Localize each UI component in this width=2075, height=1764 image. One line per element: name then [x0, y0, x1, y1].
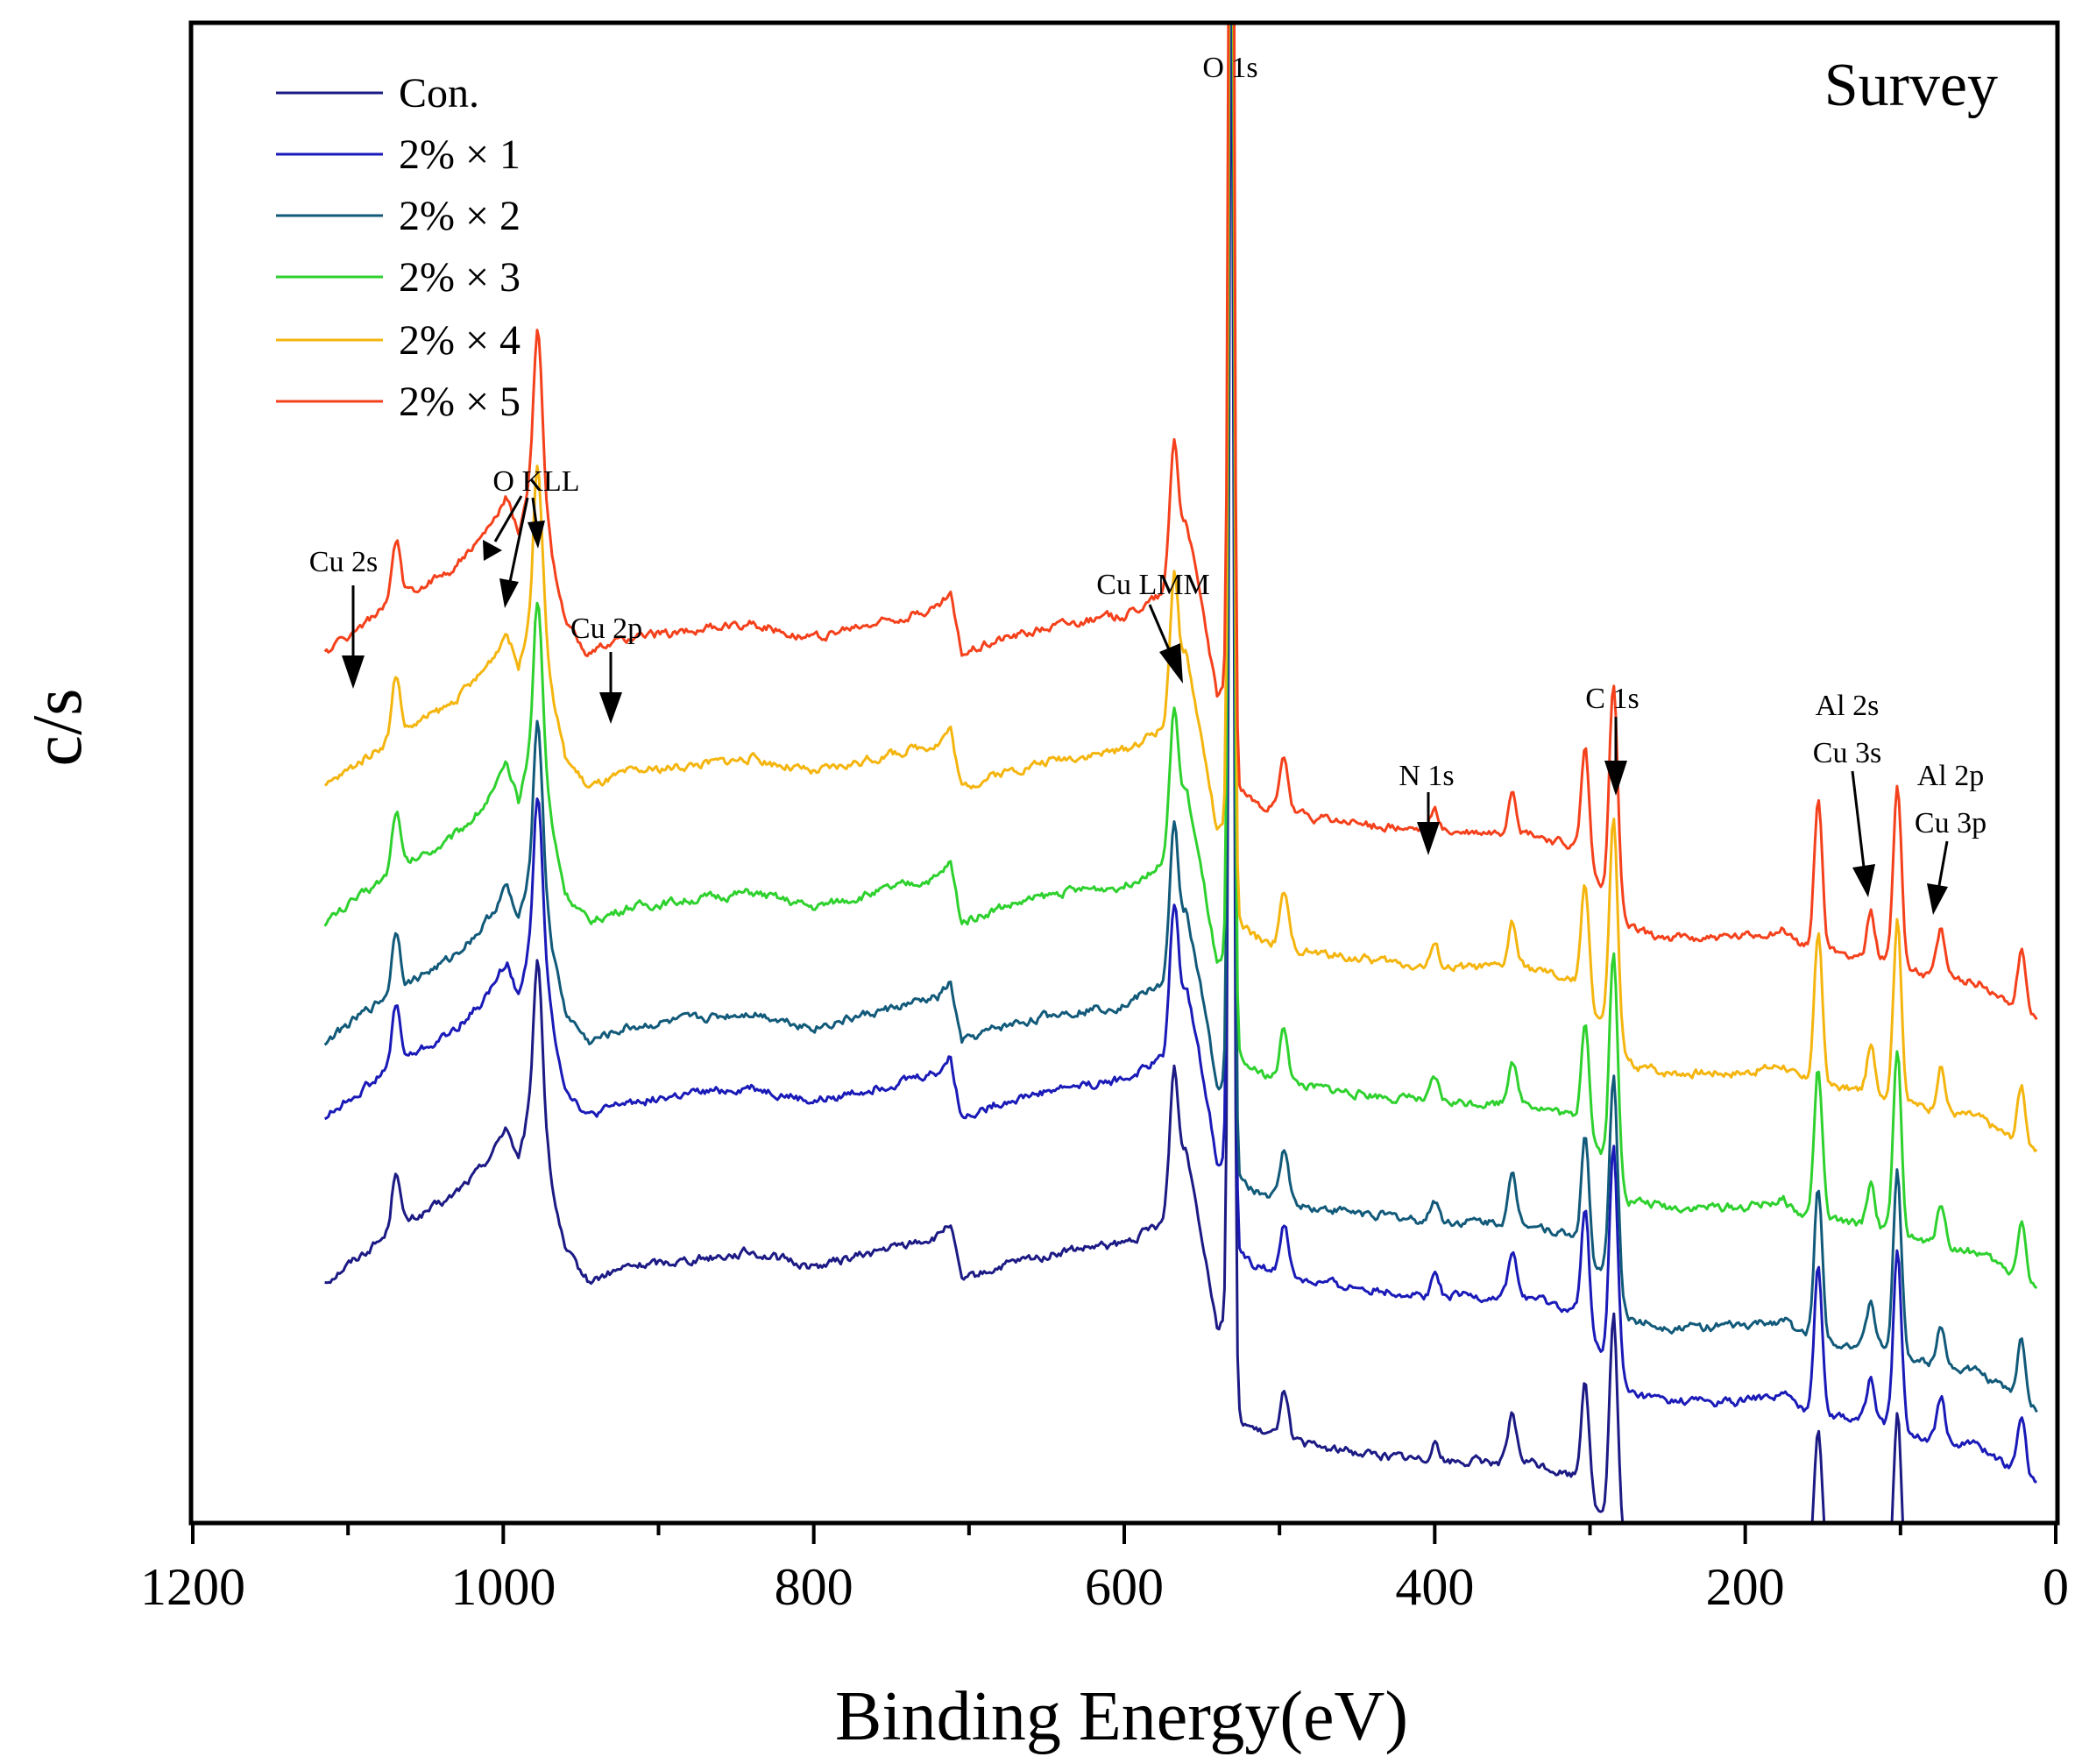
- legend-label-2pct-x4: 2% × 4: [399, 317, 521, 364]
- legend-label-2pct-x3: 2% × 3: [399, 254, 521, 301]
- x-axis-title: Binding Energy(eV): [835, 1678, 1408, 1755]
- legend-label-con: Con.: [399, 70, 479, 117]
- series-line-2: [323, 25, 2038, 1413]
- series-line-3: [323, 25, 2038, 1290]
- annotation-cu3p: Cu 3p: [1915, 807, 1986, 839]
- peak-annotations: O 1s Cu 2s O KLL Cu 2p Cu LMM N 1s C 1s …: [309, 52, 1986, 915]
- x-tick-label-200: 200: [1706, 1558, 1785, 1616]
- arrowhead-c1s: [1604, 761, 1627, 796]
- series-line-0: [324, 25, 1904, 1521]
- arrowhead-o-kll-1: [483, 540, 502, 561]
- series-line-1: [324, 25, 2037, 1484]
- x-tick-label-800: 800: [775, 1558, 853, 1616]
- annotation-n1s: N 1s: [1399, 760, 1454, 792]
- annotation-c1s: C 1s: [1585, 683, 1639, 715]
- arrow-o-kll-3: [531, 497, 538, 525]
- x-tick-label-400: 400: [1395, 1558, 1474, 1616]
- annotation-cu-lmm: Cu LMM: [1096, 569, 1209, 601]
- legend-label-2pct-x5: 2% × 5: [399, 379, 521, 425]
- arrowhead-cu2p: [599, 692, 622, 724]
- arrowhead-cu-lmm: [1159, 643, 1183, 684]
- annotation-cu3s: Cu 3s: [1813, 737, 1881, 769]
- arrowhead-n1s: [1417, 822, 1440, 855]
- arrow-cu-lmm: [1148, 604, 1172, 655]
- x-tick-label-1200: 1200: [140, 1558, 245, 1616]
- annotation-cu2p: Cu 2p: [570, 613, 642, 645]
- legend: Con. 2% × 1 2% × 2 2% × 3 2% × 4 2% × 5: [276, 70, 521, 425]
- arrowhead-o-kll-2: [499, 578, 519, 608]
- arrow-o-kll-1: [493, 495, 523, 542]
- annotation-al2s: Al 2s: [1816, 690, 1880, 722]
- x-axis-ticks: 1200 1000 800 600 400 200 0: [140, 1523, 2069, 1616]
- series-line-5: [323, 25, 2038, 1021]
- arrowhead-al2p-cu3p: [1927, 883, 1948, 915]
- arrowhead-al2s-cu3s: [1852, 864, 1875, 897]
- annotation-al2p: Al 2p: [1917, 760, 1985, 792]
- annotation-o-kll: O KLL: [492, 465, 579, 498]
- arrow-al2s-cu3s: [1851, 770, 1866, 875]
- legend-label-2pct-x2: 2% × 2: [399, 193, 521, 239]
- series-line-4: [324, 25, 2038, 1152]
- x-tick-label-1000: 1000: [450, 1558, 556, 1616]
- x-tick-label-600: 600: [1085, 1558, 1164, 1616]
- series-layer: [323, 25, 2038, 1521]
- arrowhead-o-kll-3: [528, 521, 545, 549]
- legend-label-2pct-x1: 2% × 1: [399, 131, 521, 178]
- arrow-o-kll-2: [508, 497, 529, 583]
- x-tick-label-0: 0: [2043, 1558, 2069, 1616]
- annotation-cu2s: Cu 2s: [309, 546, 378, 578]
- chart-title: Survey: [1824, 52, 1998, 119]
- y-axis-title: c/s: [19, 689, 96, 767]
- annotation-o1s: O 1s: [1202, 52, 1257, 84]
- arrow-al2p-cu3p: [1937, 840, 1949, 891]
- arrowhead-cu2s: [342, 655, 365, 689]
